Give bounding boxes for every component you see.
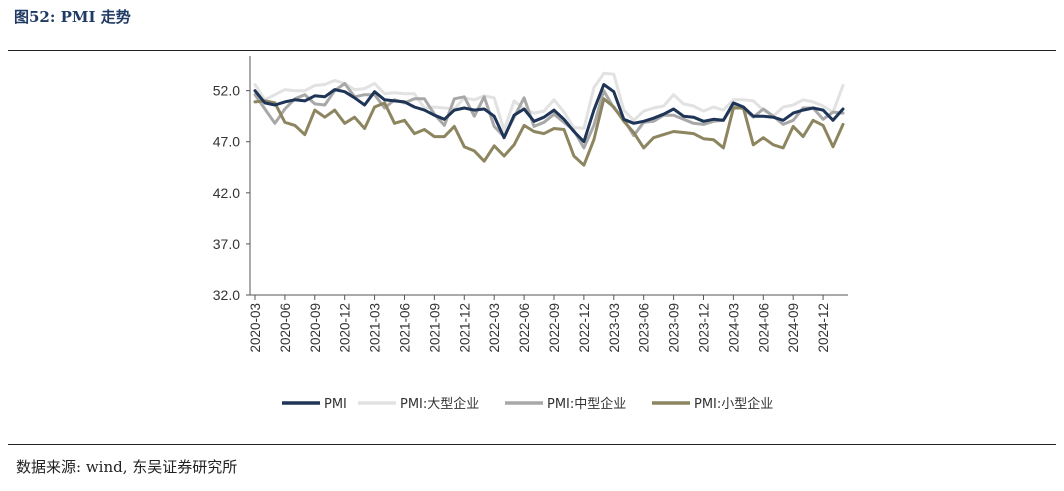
y-tick-label: 52.0: [213, 83, 240, 99]
bottom-rule: [8, 444, 1056, 445]
x-tick-label: 2022-06: [517, 303, 532, 353]
x-tick-label: 2020-03: [248, 303, 263, 353]
x-tick-label: 2024-12: [816, 303, 831, 353]
x-tick-label: 2021-12: [457, 303, 472, 353]
x-tick-label: 2022-09: [547, 303, 562, 353]
y-tick-label: 32.0: [213, 287, 240, 303]
x-tick-label: 2023-09: [667, 303, 682, 353]
x-tick-label: 2021-06: [397, 303, 412, 353]
y-axis: 32.0 37.0 42.0 47.0 52.0: [213, 56, 251, 303]
x-tick-label: 2024-06: [756, 303, 771, 353]
x-tick-label: 2023-12: [696, 303, 711, 353]
legend-label: PMI: [324, 397, 347, 412]
x-tick-label: 2020-06: [278, 303, 293, 353]
legend-label: PMI:小型企业: [694, 396, 773, 412]
x-tick-label: 2020-12: [338, 303, 353, 353]
legend-label: PMI:中型企业: [547, 396, 626, 412]
x-axis: 2020-03 2020-06 2020-09 2020-12 2021-03 2021-…: [248, 294, 848, 353]
series-line-1: [253, 71, 845, 132]
x-tick-label: 2023-06: [637, 303, 652, 353]
x-tick-label: 2022-03: [487, 303, 502, 353]
series-line-0: [253, 83, 845, 144]
x-tick-label: 2024-03: [726, 303, 741, 353]
x-tick-label: 2021-09: [427, 303, 442, 353]
legend-label: PMI:大型企业: [400, 396, 479, 412]
y-tick-label: 47.0: [213, 134, 240, 150]
series-line-3: [253, 97, 845, 167]
y-tick-label: 42.0: [213, 185, 240, 201]
figure-title: 图52: PMI 走势: [14, 8, 131, 26]
x-tick-label: 2022-12: [577, 303, 592, 353]
x-tick-label: 2020-09: [308, 303, 323, 353]
source-note: 数据来源: wind, 东吴证券研究所: [16, 458, 238, 476]
x-tick-label: 2023-03: [607, 303, 622, 353]
legend: PMI PMI:大型企业 PMI:中型企业 PMI:小型企业: [282, 396, 773, 412]
top-rule: [8, 50, 1056, 51]
series-lines: [253, 71, 845, 167]
y-tick-label: 37.0: [213, 236, 240, 252]
x-tick-label: 2024-09: [786, 303, 801, 353]
x-tick-label: 2021-03: [368, 303, 383, 353]
